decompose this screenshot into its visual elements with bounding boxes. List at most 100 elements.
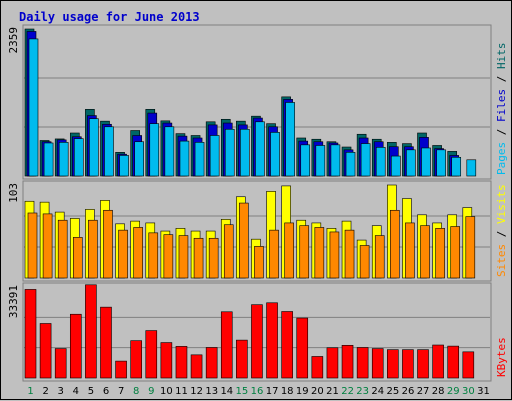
bar-sites-day-13 [208, 237, 219, 279]
bar-sites-day-25 [390, 209, 400, 279]
bar-sites-day-7 [118, 229, 128, 279]
day-label-27: 27 [417, 386, 430, 397]
bar-pages-day-17 [270, 132, 280, 177]
bar-pages-day-25 [391, 155, 401, 177]
bar-kbytes-day-15 [236, 339, 248, 379]
series-pages [28, 38, 477, 177]
bar-kbytes-day-23 [356, 347, 369, 379]
bar-pages-day-20 [315, 145, 326, 177]
day-label-26: 26 [402, 386, 415, 397]
bar-kbytes-day-6 [100, 306, 112, 379]
bar-sites-day-1 [27, 212, 38, 279]
legend-text: Sites / Visits [495, 184, 508, 277]
day-label-21: 21 [326, 386, 339, 397]
bar-pages-day-3 [58, 142, 69, 177]
chart-title: Daily usage for June 2013 [19, 10, 200, 24]
bar-pages-day-24 [375, 147, 386, 177]
day-axis: 1 2 3 4 5 6 7 8 9 10 11 12 13 14 15 16 17 18 19 20 21 22 23 24 2… [27, 386, 489, 397]
bar-kbytes-day-21 [326, 347, 339, 379]
day-label-10: 10 [160, 386, 173, 397]
day-label-28: 28 [432, 386, 445, 397]
bar-sites-day-20 [314, 227, 325, 279]
bar-pages-day-22 [345, 152, 356, 177]
bar-sites-day-23 [359, 245, 370, 279]
bar-kbytes-day-8 [130, 340, 142, 379]
bar-kbytes-day-2 [39, 323, 52, 379]
legend-text: Pages / Files / Hits [495, 43, 508, 176]
day-label-15: 15 [236, 386, 249, 397]
bar-kbytes-day-25 [387, 349, 399, 379]
day-label-22: 22 [341, 386, 354, 397]
bar-pages-day-29 [451, 157, 462, 177]
day-label-13: 13 [205, 386, 218, 397]
day-label-7: 7 [118, 386, 124, 397]
bar-pages-day-16 [255, 121, 265, 177]
day-label-18: 18 [281, 386, 294, 397]
day-label-24: 24 [371, 386, 384, 397]
bar-pages-day-1 [28, 38, 39, 177]
day-label-29: 29 [447, 386, 460, 397]
bar-pages-day-18 [285, 102, 295, 177]
bar-pages-day-13 [209, 135, 220, 177]
legend-separator: / [495, 224, 508, 244]
bar-kbytes-day-18 [281, 311, 293, 379]
chart-panels: 2359 Pages / Files / Hits 103 Sites / Visit… [7, 24, 508, 382]
bar-sites-day-17 [269, 229, 279, 279]
bar-kbytes-day-27 [417, 349, 429, 379]
legend-separator: / [495, 69, 508, 89]
bar-pages-day-9 [149, 123, 160, 177]
day-label-19: 19 [296, 386, 309, 397]
legend-hits: Hits [495, 43, 508, 70]
bar-sites-day-11 [178, 235, 189, 279]
legend-text: KBytes [495, 337, 508, 377]
legend-visits: Visits [495, 184, 508, 224]
bar-sites-day-30 [465, 216, 476, 279]
bar-pages-day-14 [224, 128, 235, 177]
panel-1: 2359 Pages / Files / Hits [7, 24, 508, 180]
bar-kbytes-day-26 [402, 349, 414, 379]
panel-3: 33391 KBytes [7, 282, 508, 382]
bar-kbytes-day-3 [54, 348, 67, 379]
day-label-6: 6 [103, 386, 109, 397]
bar-sites-day-28 [435, 228, 445, 279]
bar-kbytes-day-5 [85, 284, 97, 379]
day-label-8: 8 [133, 386, 139, 397]
bar-sites-day-9 [148, 232, 159, 279]
bar-sites-day-15 [239, 202, 249, 279]
day-label-23: 23 [356, 386, 369, 397]
bar-pages-day-15 [240, 128, 250, 177]
bar-kbytes-day-4 [69, 313, 82, 379]
series-kbytes [24, 284, 475, 379]
bar-sites-day-14 [223, 224, 234, 279]
bar-pages-day-28 [436, 149, 446, 177]
bar-sites-day-4 [72, 237, 83, 279]
bar-sites-day-24 [374, 235, 385, 279]
bar-kbytes-day-14 [220, 311, 233, 379]
legend-panel-3: KBytes [495, 337, 508, 377]
bar-kbytes-day-10 [160, 342, 173, 379]
bar-pages-day-5 [89, 118, 99, 177]
day-label-14: 14 [220, 386, 233, 397]
day-label-20: 20 [311, 386, 324, 397]
bar-sites-day-18 [284, 222, 294, 279]
bar-sites-day-21 [329, 231, 340, 279]
legend-panel-1: Pages / Files / Hits [495, 43, 508, 176]
y-max-label: 33391 [7, 285, 20, 318]
bar-kbytes-day-24 [371, 348, 384, 379]
bar-kbytes-day-7 [115, 360, 127, 379]
bar-kbytes-day-30 [462, 351, 475, 379]
day-label-31: 31 [477, 386, 490, 397]
y-max-label: 103 [7, 183, 20, 203]
bar-kbytes-day-11 [175, 346, 188, 379]
legend-kbytes: KBytes [495, 337, 508, 377]
day-label-4: 4 [73, 386, 79, 397]
bar-pages-day-6 [104, 126, 114, 177]
bar-kbytes-day-13 [205, 347, 218, 379]
bar-sites-day-8 [133, 227, 143, 279]
day-label-30: 30 [462, 386, 475, 397]
series-sites [27, 202, 476, 279]
bar-pages-day-10 [164, 126, 175, 177]
bar-sites-day-6 [103, 209, 113, 279]
